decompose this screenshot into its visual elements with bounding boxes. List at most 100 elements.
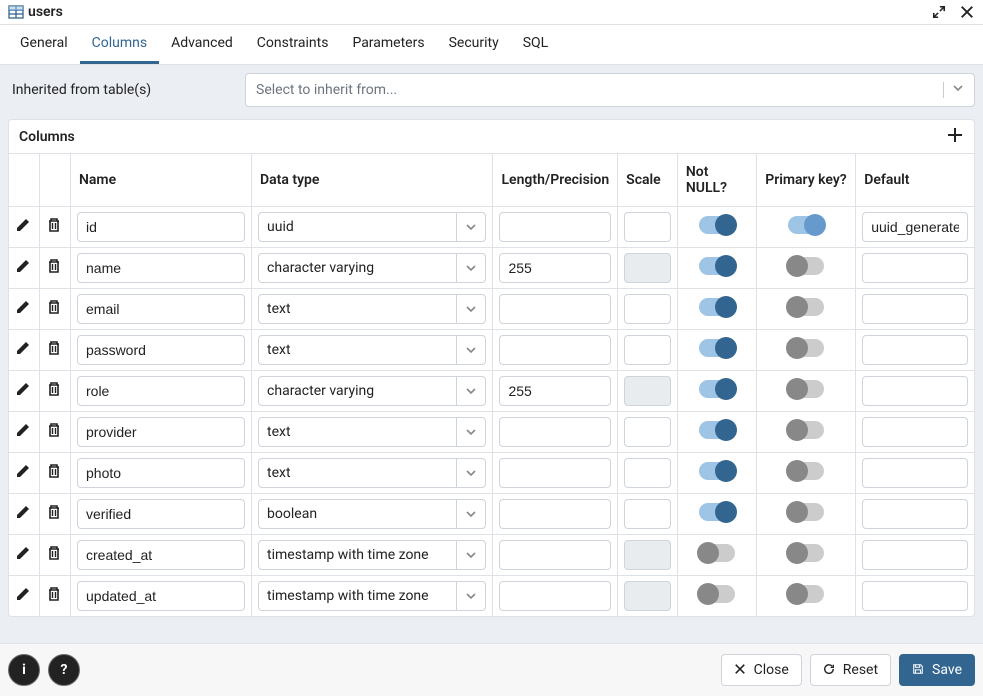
edit-icon[interactable] xyxy=(15,299,33,317)
add-row-button[interactable] xyxy=(946,126,964,147)
length-input[interactable] xyxy=(499,581,611,611)
notnull-toggle[interactable] xyxy=(699,585,735,603)
default-input[interactable] xyxy=(862,294,968,324)
name-input[interactable] xyxy=(77,499,245,529)
default-input[interactable] xyxy=(862,581,968,611)
edit-icon[interactable] xyxy=(15,381,33,399)
length-input[interactable] xyxy=(499,294,611,324)
name-input[interactable] xyxy=(77,540,245,570)
name-input[interactable] xyxy=(77,294,245,324)
pk-toggle[interactable] xyxy=(788,216,824,234)
default-input[interactable] xyxy=(862,335,968,365)
datatype-select[interactable]: text xyxy=(258,417,486,447)
tab-sql[interactable]: SQL xyxy=(511,25,560,64)
notnull-toggle[interactable] xyxy=(699,544,735,562)
datatype-select[interactable]: timestamp with time zone xyxy=(258,581,486,611)
default-input[interactable] xyxy=(862,540,968,570)
scale-input[interactable] xyxy=(624,458,671,488)
close-icon[interactable] xyxy=(959,4,975,20)
scale-input[interactable] xyxy=(624,499,671,529)
length-input[interactable] xyxy=(499,212,611,242)
save-button[interactable]: Save xyxy=(899,654,975,686)
pk-toggle[interactable] xyxy=(788,585,824,603)
delete-icon[interactable] xyxy=(46,381,64,399)
name-input[interactable] xyxy=(77,417,245,447)
notnull-toggle[interactable] xyxy=(699,503,735,521)
notnull-toggle[interactable] xyxy=(699,421,735,439)
default-input[interactable] xyxy=(862,212,968,242)
delete-icon[interactable] xyxy=(46,504,64,522)
length-input[interactable] xyxy=(499,417,611,447)
edit-icon[interactable] xyxy=(15,545,33,563)
length-input[interactable] xyxy=(499,540,611,570)
datatype-select[interactable]: uuid xyxy=(258,212,486,242)
length-input[interactable] xyxy=(499,335,611,365)
datatype-select[interactable]: text xyxy=(258,458,486,488)
datatype-select[interactable]: text xyxy=(258,294,486,324)
default-input[interactable] xyxy=(862,376,968,406)
inherit-select[interactable]: Select to inherit from... xyxy=(245,73,975,107)
edit-icon[interactable] xyxy=(15,340,33,358)
notnull-toggle[interactable] xyxy=(699,380,735,398)
edit-icon[interactable] xyxy=(15,217,33,235)
tab-general[interactable]: General xyxy=(8,25,80,64)
length-input[interactable] xyxy=(499,376,611,406)
edit-icon[interactable] xyxy=(15,463,33,481)
delete-icon[interactable] xyxy=(46,422,64,440)
default-input[interactable] xyxy=(862,253,968,283)
datatype-select[interactable]: character varying xyxy=(258,253,486,283)
notnull-toggle[interactable] xyxy=(699,257,735,275)
datatype-select[interactable]: boolean xyxy=(258,499,486,529)
tab-parameters[interactable]: Parameters xyxy=(340,25,436,64)
default-input[interactable] xyxy=(862,417,968,447)
name-input[interactable] xyxy=(77,581,245,611)
scale-input[interactable] xyxy=(624,294,671,324)
tab-constraints[interactable]: Constraints xyxy=(245,25,341,64)
tab-advanced[interactable]: Advanced xyxy=(159,25,245,64)
name-input[interactable] xyxy=(77,253,245,283)
edit-icon[interactable] xyxy=(15,586,33,604)
scale-input[interactable] xyxy=(624,212,671,242)
delete-icon[interactable] xyxy=(46,545,64,563)
scale-input[interactable] xyxy=(624,335,671,365)
edit-icon[interactable] xyxy=(15,504,33,522)
datatype-select[interactable]: character varying xyxy=(258,376,486,406)
info-button[interactable]: i xyxy=(8,654,40,686)
delete-icon[interactable] xyxy=(46,299,64,317)
length-input[interactable] xyxy=(499,253,611,283)
pk-toggle[interactable] xyxy=(788,257,824,275)
name-input[interactable] xyxy=(77,212,245,242)
tab-columns[interactable]: Columns xyxy=(80,25,159,64)
name-input[interactable] xyxy=(77,335,245,365)
pk-toggle[interactable] xyxy=(788,544,824,562)
edit-icon[interactable] xyxy=(15,422,33,440)
name-input[interactable] xyxy=(77,376,245,406)
pk-toggle[interactable] xyxy=(788,298,824,316)
pk-toggle[interactable] xyxy=(788,503,824,521)
notnull-toggle[interactable] xyxy=(699,298,735,316)
length-input[interactable] xyxy=(499,499,611,529)
pk-toggle[interactable] xyxy=(788,462,824,480)
pk-toggle[interactable] xyxy=(788,421,824,439)
datatype-select[interactable]: text xyxy=(258,335,486,365)
close-button[interactable]: Close xyxy=(721,654,802,686)
length-input[interactable] xyxy=(499,458,611,488)
notnull-toggle[interactable] xyxy=(699,216,735,234)
delete-icon[interactable] xyxy=(46,258,64,276)
delete-icon[interactable] xyxy=(46,340,64,358)
reset-button[interactable]: Reset xyxy=(810,654,891,686)
scale-input[interactable] xyxy=(624,417,671,447)
delete-icon[interactable] xyxy=(46,586,64,604)
tab-security[interactable]: Security xyxy=(437,25,511,64)
delete-icon[interactable] xyxy=(46,463,64,481)
delete-icon[interactable] xyxy=(46,217,64,235)
pk-toggle[interactable] xyxy=(788,380,824,398)
help-button[interactable]: ? xyxy=(48,654,80,686)
default-input[interactable] xyxy=(862,458,968,488)
edit-icon[interactable] xyxy=(15,258,33,276)
notnull-toggle[interactable] xyxy=(699,339,735,357)
default-input[interactable] xyxy=(862,499,968,529)
datatype-select[interactable]: timestamp with time zone xyxy=(258,540,486,570)
name-input[interactable] xyxy=(77,458,245,488)
expand-icon[interactable] xyxy=(931,4,947,20)
